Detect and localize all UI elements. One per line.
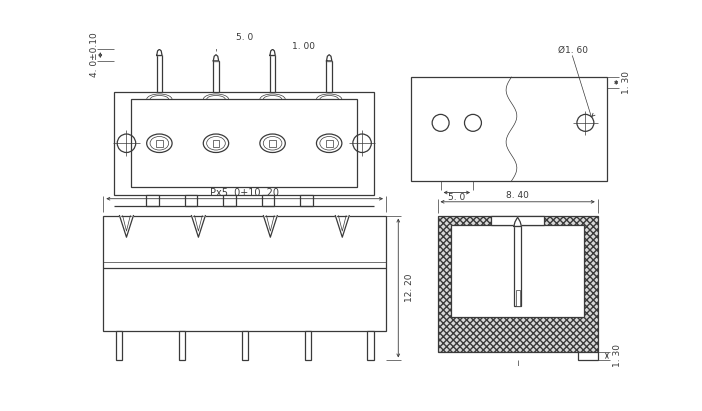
Ellipse shape <box>320 136 338 150</box>
Polygon shape <box>270 49 275 55</box>
Text: 1. 00: 1. 00 <box>292 42 315 51</box>
Text: 5. 0: 5. 0 <box>448 194 465 203</box>
Circle shape <box>465 114 482 132</box>
Bar <box>514 226 522 306</box>
Bar <box>157 55 162 92</box>
Text: Px5. 0+10. 20: Px5. 0+10. 20 <box>210 187 279 198</box>
Text: 8. 40: 8. 40 <box>506 191 529 200</box>
Bar <box>491 216 544 225</box>
Bar <box>516 290 519 306</box>
Bar <box>147 195 159 206</box>
Bar <box>326 140 333 147</box>
Circle shape <box>432 114 449 132</box>
Text: 1. 30: 1. 30 <box>623 71 632 94</box>
Ellipse shape <box>204 134 229 152</box>
Polygon shape <box>326 55 332 61</box>
Ellipse shape <box>206 136 225 150</box>
Bar <box>411 77 607 181</box>
Ellipse shape <box>147 134 172 152</box>
Bar <box>578 352 597 360</box>
Polygon shape <box>192 216 206 237</box>
Ellipse shape <box>260 134 285 152</box>
Text: 1. 30: 1. 30 <box>614 344 622 367</box>
Bar <box>269 140 276 147</box>
Polygon shape <box>336 216 349 237</box>
Text: Ø1. 60: Ø1. 60 <box>558 46 588 55</box>
Bar <box>241 331 248 360</box>
Bar <box>451 225 584 317</box>
Bar <box>262 195 274 206</box>
Polygon shape <box>514 217 522 226</box>
Polygon shape <box>213 55 218 61</box>
Bar <box>213 140 220 147</box>
Ellipse shape <box>317 134 342 152</box>
Bar <box>156 140 163 147</box>
Bar <box>131 99 357 187</box>
Bar <box>437 216 597 352</box>
Bar <box>178 331 185 360</box>
Bar <box>103 216 386 331</box>
Bar <box>185 195 197 206</box>
Text: 4. 0±0.10: 4. 0±0.10 <box>90 33 98 77</box>
Polygon shape <box>157 49 162 55</box>
Bar <box>305 331 311 360</box>
Bar <box>213 61 218 92</box>
Bar <box>270 55 275 92</box>
Polygon shape <box>119 216 133 237</box>
Polygon shape <box>263 216 277 237</box>
Bar <box>326 61 332 92</box>
Bar <box>300 195 313 206</box>
Ellipse shape <box>150 136 168 150</box>
Bar <box>114 92 374 195</box>
Bar <box>116 331 122 360</box>
Bar <box>223 195 236 206</box>
Ellipse shape <box>263 136 282 150</box>
Bar <box>367 331 373 360</box>
Text: 12. 20: 12. 20 <box>404 274 413 302</box>
Circle shape <box>577 114 594 132</box>
Text: 5. 0: 5. 0 <box>236 33 253 42</box>
